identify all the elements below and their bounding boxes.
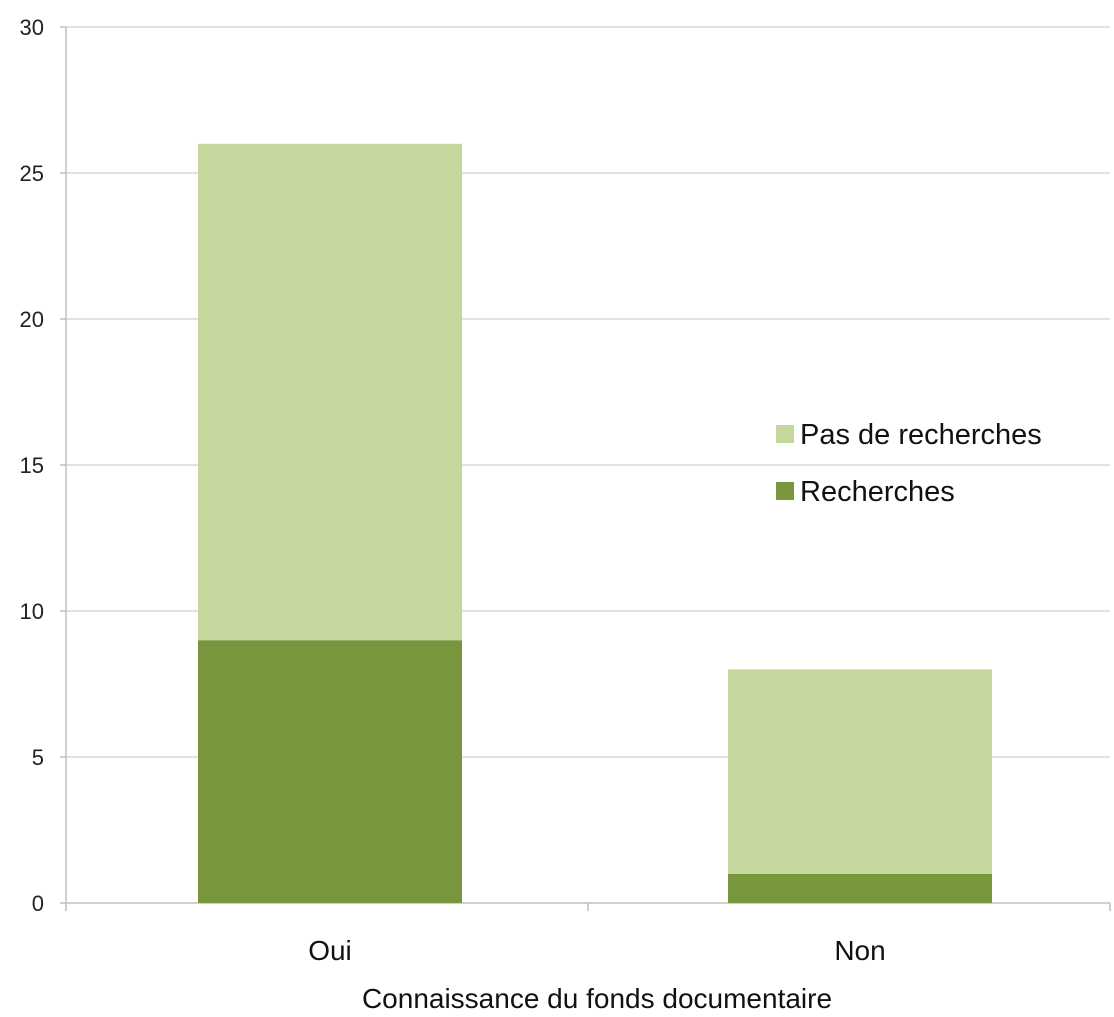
legend: Pas de recherches Recherches [776,419,1042,508]
y-tick-label: 0 [32,891,44,916]
y-tick-label: 5 [32,745,44,770]
category-label: Oui [308,935,352,966]
y-tick-labels: 0 5 10 15 20 25 30 [20,15,44,916]
y-tick-label: 30 [20,15,44,40]
bars [198,143,992,903]
legend-label: Recherches [800,476,955,508]
legend-label: Pas de recherches [800,419,1042,451]
y-tick-label: 15 [20,453,44,478]
bar-segment [198,143,462,641]
y-tick-label: 10 [20,599,44,624]
bar-segment [728,669,992,874]
bar-segment [198,640,462,903]
legend-swatch [776,425,794,443]
y-tick-label: 25 [20,161,44,186]
x-axis-title: Connaissance du fonds documentaire [362,983,832,1014]
category-label: Non [834,935,885,966]
y-tick-label: 20 [20,307,44,332]
legend-swatch [776,482,794,500]
category-labels: Oui Non [308,935,885,966]
bar-segment [728,873,992,903]
